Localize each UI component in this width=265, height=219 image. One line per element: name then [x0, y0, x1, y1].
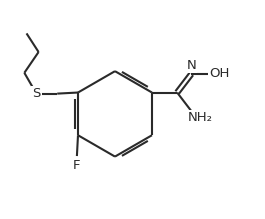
Text: N: N — [187, 59, 196, 72]
Text: F: F — [73, 159, 81, 172]
Text: NH₂: NH₂ — [188, 111, 213, 124]
Text: S: S — [32, 87, 41, 100]
Text: OH: OH — [209, 67, 229, 80]
